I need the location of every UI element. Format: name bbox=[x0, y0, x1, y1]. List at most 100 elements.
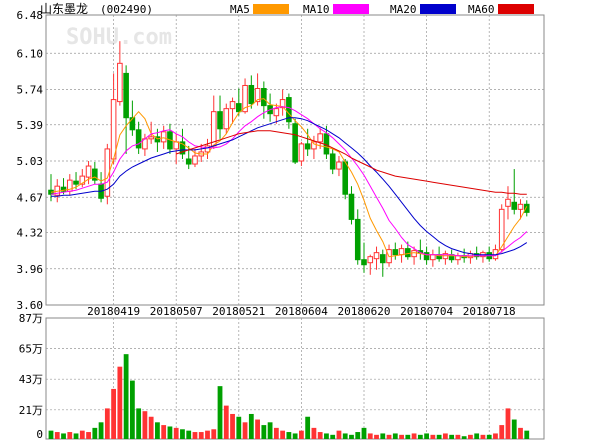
price-axis: 6.48 6.10 5.74 5.39 5.03 4.67 4.32 3.96 3.60 bbox=[17, 9, 44, 312]
volume-bar bbox=[104, 408, 110, 439]
volume-bar bbox=[511, 419, 517, 439]
volume-bar bbox=[424, 433, 429, 439]
volume-bar bbox=[148, 416, 154, 439]
volume-bar bbox=[461, 436, 467, 439]
candle-body bbox=[498, 208, 505, 251]
price-tick-label: 5.74 bbox=[17, 84, 44, 97]
candle-body bbox=[248, 84, 255, 105]
volume-bar bbox=[280, 430, 286, 439]
date-tick-label: 20180521 bbox=[212, 305, 265, 318]
candle-body bbox=[254, 88, 261, 103]
volume-bar bbox=[155, 422, 160, 439]
volume-bar bbox=[474, 433, 480, 439]
volume-bar bbox=[449, 434, 455, 439]
candle-body bbox=[423, 252, 430, 261]
volume-bar bbox=[242, 422, 248, 439]
date-tick-label: 20180718 bbox=[463, 305, 516, 318]
ma-lines bbox=[50, 98, 528, 258]
volume-bar bbox=[217, 386, 223, 439]
candle-body bbox=[129, 117, 136, 131]
date-tick-label: 20180620 bbox=[338, 305, 391, 318]
candle-body bbox=[354, 218, 361, 261]
volume-bar bbox=[79, 430, 85, 439]
candle-body bbox=[236, 103, 242, 113]
volume-bar bbox=[48, 430, 54, 439]
volume-bar bbox=[380, 433, 386, 439]
candle-body bbox=[517, 203, 524, 210]
volume-bar bbox=[73, 433, 79, 439]
volume-tick-label: 87万 bbox=[19, 312, 43, 325]
candle-body bbox=[210, 111, 217, 147]
candle-body bbox=[73, 180, 79, 185]
candle-body bbox=[511, 201, 518, 210]
volume-bar bbox=[524, 430, 530, 439]
legend-label-ma10: MA10 bbox=[303, 3, 330, 16]
volume-bar bbox=[61, 433, 66, 439]
sohu-watermark: SOHU.com bbox=[66, 25, 172, 50]
candle-body bbox=[292, 123, 298, 163]
candle-body bbox=[411, 250, 417, 258]
legend-swatch-ma60 bbox=[498, 4, 534, 14]
volume-bar bbox=[261, 425, 267, 439]
price-tick-label: 6.48 bbox=[17, 9, 44, 22]
volume-bar bbox=[392, 433, 398, 439]
volume-bar bbox=[286, 432, 292, 439]
price-tick-label: 3.96 bbox=[17, 263, 44, 276]
date-tick-label: 20180419 bbox=[87, 305, 140, 318]
volume-bar bbox=[236, 416, 242, 439]
volume-bar bbox=[167, 426, 173, 439]
candle-body bbox=[217, 111, 223, 130]
candle-body bbox=[405, 248, 411, 258]
candle-body bbox=[160, 131, 167, 143]
volume-bar bbox=[411, 433, 417, 439]
candle-body bbox=[204, 145, 211, 153]
volume-bar bbox=[123, 354, 129, 439]
volume-bar bbox=[499, 425, 505, 439]
volume-axis: 87万 65万 43万 21万 0 bbox=[19, 312, 43, 441]
candle-body bbox=[148, 136, 154, 140]
candle-body bbox=[398, 248, 405, 256]
volume-tick-label: 0 bbox=[36, 428, 43, 440]
candle-body bbox=[117, 62, 123, 103]
volume-bar bbox=[386, 434, 392, 439]
volume-bar bbox=[486, 434, 492, 439]
price-tick-label: 5.39 bbox=[17, 119, 44, 132]
date-axis: 20180419 20180507 20180521 20180604 20180620… bbox=[87, 305, 516, 318]
ma20-line bbox=[51, 117, 528, 256]
volume-bar bbox=[405, 434, 411, 439]
candle-body bbox=[135, 129, 142, 149]
volume-bar bbox=[180, 429, 185, 439]
legend-label-ma60: MA60 bbox=[468, 3, 495, 16]
ma10-line bbox=[50, 106, 528, 257]
candle-body bbox=[79, 175, 86, 185]
candle-body bbox=[304, 143, 311, 150]
candle-body bbox=[179, 141, 186, 155]
volume-bar bbox=[67, 432, 73, 439]
volume-bar bbox=[374, 434, 379, 439]
candle-body bbox=[379, 254, 386, 264]
candle-body bbox=[229, 101, 236, 110]
volume-bar bbox=[292, 433, 298, 439]
volume-bar bbox=[455, 434, 461, 439]
price-tick-label: 5.03 bbox=[17, 155, 44, 168]
candle-body bbox=[348, 193, 355, 220]
volume-bar bbox=[230, 413, 235, 439]
volume-bar bbox=[468, 434, 473, 439]
candle-body bbox=[286, 97, 292, 123]
volume-bar bbox=[248, 413, 254, 439]
volume-bar bbox=[330, 434, 336, 439]
candle-body bbox=[192, 155, 198, 165]
date-tick-label: 20180604 bbox=[275, 305, 328, 318]
volume-bar bbox=[129, 380, 135, 439]
volume-bar bbox=[198, 432, 204, 439]
ma-legend: MA5 MA10 MA20 MA60 bbox=[230, 3, 534, 16]
candle-body bbox=[185, 158, 192, 165]
price-frame bbox=[45, 14, 545, 306]
volume-bar bbox=[480, 434, 486, 439]
volume-bar bbox=[436, 434, 442, 439]
volume-bar bbox=[349, 434, 354, 439]
volume-bar bbox=[305, 416, 311, 439]
volume-tick-label: 65万 bbox=[19, 343, 43, 356]
candle-body bbox=[123, 72, 129, 119]
volume-bar bbox=[255, 419, 260, 439]
